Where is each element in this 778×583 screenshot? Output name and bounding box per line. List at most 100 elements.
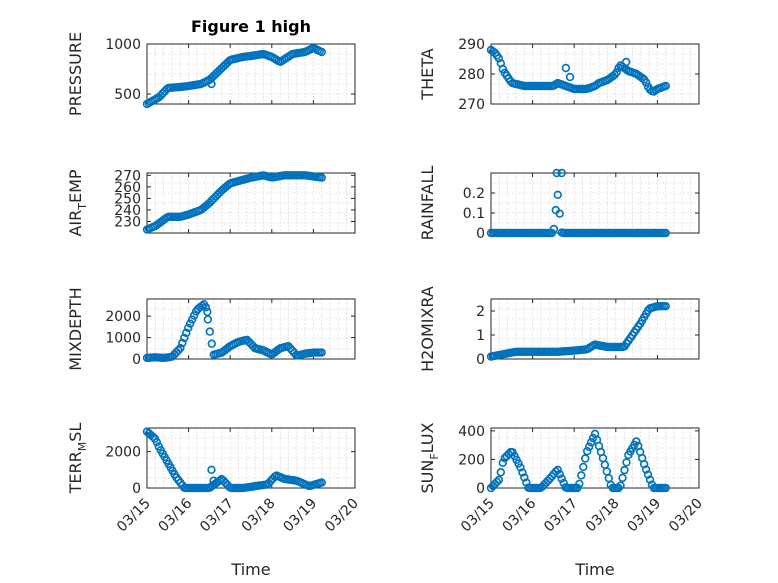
data-point (555, 209, 564, 218)
plot-area (147, 173, 355, 233)
axes-frame (146, 172, 356, 234)
data-point-outlier (203, 307, 212, 317)
y-tick-label: 270 (458, 97, 485, 113)
plot-area (491, 173, 699, 233)
subplot-grid: 500 1000 PRESSURE 270 280 290 THETA 23024025026… (66, 32, 706, 535)
y-tick-label: 230 (114, 214, 141, 230)
y-tick-label: 0.1 (463, 206, 485, 222)
x-tick-label: 03/19 (624, 496, 664, 536)
data-point (180, 333, 189, 343)
subplot-sun: 0 200 400 03/15 03/16 03/17 03/18 03/19 03/20 SUN… (418, 422, 706, 535)
data-point (176, 343, 185, 353)
data-point (553, 190, 562, 199)
subplot-rainfall: 0 0.1 0.2 RAINFALL (418, 166, 700, 242)
data-point (516, 463, 525, 472)
data-point (494, 475, 504, 485)
y-axis-label: PRESSURE (66, 32, 85, 116)
data-point (661, 302, 670, 311)
data-point (661, 81, 670, 91)
data-point-outlier (561, 63, 571, 73)
x-tick-label: 03/16 (500, 495, 540, 535)
data-point (207, 339, 216, 348)
y-tick-label: 0 (476, 226, 485, 242)
x-tick-label: 03/16 (156, 495, 196, 535)
data-point (189, 311, 199, 320)
data-point-outlier (552, 168, 561, 178)
data-point (197, 301, 207, 311)
data-point (641, 78, 651, 87)
data-point (496, 468, 506, 477)
y-axis-label: MIXDEPTH (66, 287, 85, 370)
data-point (494, 54, 504, 63)
y-tick-label: 250 (114, 191, 141, 207)
data-point (187, 315, 197, 324)
data-point (559, 478, 568, 488)
data-point-outlier (209, 476, 218, 485)
data-point-outlier (621, 57, 631, 67)
subplot-theta: 270 280 290 THETA (418, 37, 700, 113)
y-tick-label: 0.2 (463, 186, 485, 202)
data-point (616, 481, 625, 490)
x-axis-label-left: Time (230, 560, 270, 579)
axes-frame (146, 298, 356, 360)
y-label-main: RAINFALL (418, 166, 437, 241)
axes-frame (490, 298, 700, 360)
data-point (582, 446, 592, 456)
data-point (547, 228, 557, 238)
y-label-main: MIXDEPTH (66, 287, 85, 370)
x-tick-label: 03/17 (541, 496, 581, 536)
y-axis-label: AIRTEMP (66, 169, 89, 236)
subplot-pressure: 500 1000 PRESSURE (66, 32, 356, 116)
y-tick-label: 260 (114, 180, 141, 196)
y-tick-label: 1 (476, 328, 485, 344)
data-point (618, 473, 627, 483)
data-point (632, 437, 641, 446)
y-label-main: AIR (66, 210, 85, 237)
y-tick-label: 280 (458, 67, 485, 83)
data-point (203, 315, 213, 324)
axes-frame (146, 43, 356, 105)
x-axis-label-right: Time (574, 560, 614, 579)
data-point (205, 327, 215, 336)
y-label-tail: EMP (66, 169, 85, 203)
data-point (498, 458, 507, 467)
data-point (581, 454, 590, 463)
y-label-main: THETA (418, 48, 437, 100)
y-label-main: TERR (66, 451, 85, 494)
subplot-h2omixra: 0 1 2 H2OMIXRA (418, 286, 700, 372)
subplot-mixdepth: 0 1000 2000 MIXDEPTH (66, 287, 356, 371)
data-point (317, 348, 326, 357)
data-point (641, 465, 651, 474)
y-label-main: SUN (418, 460, 437, 494)
x-tick-label: 03/17 (197, 496, 237, 536)
y-tick-label: 400 (458, 424, 485, 440)
y-tick-label: 1000 (105, 37, 141, 53)
y-tick-label: 200 (458, 452, 485, 468)
x-tick-label: 03/20 (322, 496, 362, 536)
y-tick-label: 290 (458, 37, 485, 53)
data-point (555, 470, 564, 479)
y-label-main: H2OMIXRA (418, 286, 437, 372)
data-point (492, 477, 502, 487)
data-point (178, 338, 187, 348)
data-point (553, 465, 562, 475)
y-axis-label: THETA (418, 48, 437, 100)
y-tick-label: 2000 (105, 445, 141, 461)
y-tick-label: 0 (132, 352, 141, 368)
data-point (317, 173, 326, 182)
y-tick-label: 500 (114, 87, 141, 103)
data-point (174, 346, 183, 355)
y-label-subscript: M (76, 442, 89, 452)
x-tick-label: 03/15 (114, 496, 154, 536)
data-point (584, 442, 594, 451)
data-point-outlier (557, 168, 566, 178)
data-point (622, 458, 631, 467)
data-point-outlier (207, 465, 216, 475)
data-point (557, 474, 566, 483)
data-point (317, 47, 326, 57)
data-point (620, 465, 629, 475)
x-tick-label: 03/18 (583, 496, 623, 536)
data-point (182, 328, 191, 338)
